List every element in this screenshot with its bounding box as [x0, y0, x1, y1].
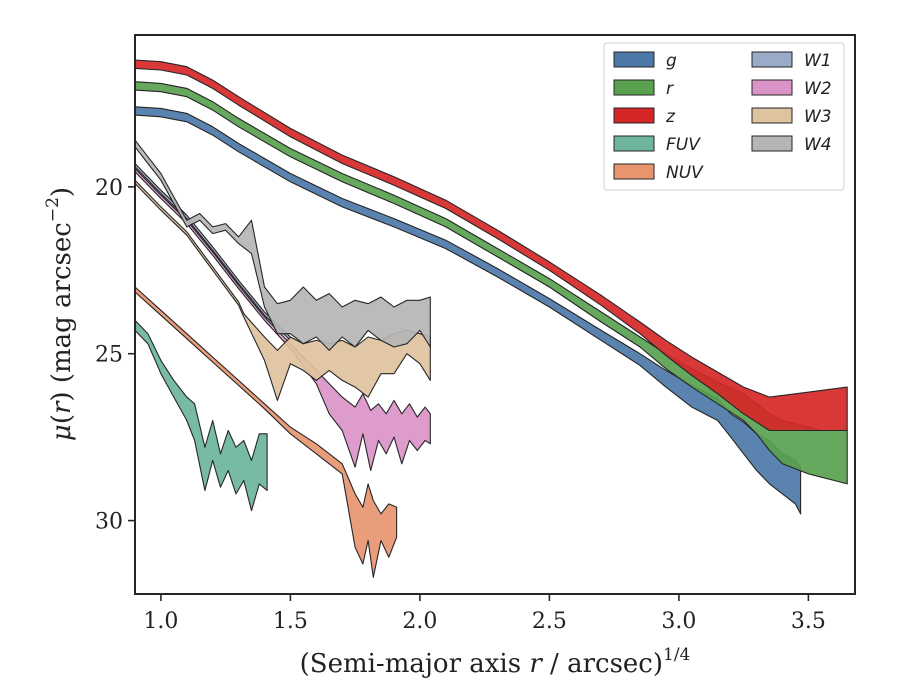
legend-swatch-r: [613, 79, 655, 96]
legend-swatch-w2: [751, 79, 793, 96]
legend-label-g: g: [666, 51, 677, 71]
legend-label-w4: W4: [804, 135, 832, 155]
y-axis-ticks: 20 25 30: [95, 176, 135, 535]
y-tick-label: 30: [95, 510, 123, 535]
legend-swatch-w3: [751, 107, 793, 124]
legend-swatch-fuv: [613, 135, 655, 152]
series-w4-band: [134, 139, 431, 351]
series-g-band: [134, 106, 802, 515]
legend-items: grz FUV NUV W1 W2 W3 W4: [613, 51, 832, 183]
y-axis-label: μ(r) (mag arcsec−2): [43, 187, 77, 441]
legend-swatch-w1: [751, 51, 793, 68]
plot-frame: [134, 34, 856, 595]
series-z-band: [134, 59, 848, 432]
legend-label-w2: W2: [804, 79, 832, 99]
x-tick-label: 1.0: [143, 609, 178, 634]
legend-label-w3: W3: [804, 107, 832, 127]
legend: grz FUV NUV W1 W2 W3 W4: [603, 42, 845, 191]
series-nuv-band: [134, 286, 398, 578]
x-axis-ticks: 1.0 1.5 2.0 2.5 3.0 3.5: [143, 594, 826, 634]
legend-label-fuv: FUV: [666, 135, 701, 155]
legend-label-z: z: [665, 107, 676, 127]
legend-swatch-g: [613, 51, 655, 68]
legend-label-nuv: NUV: [666, 163, 704, 183]
x-axis-label: (Semi-major axis r / arcsec)1/4: [300, 645, 691, 679]
series-w3-band: [134, 179, 431, 401]
y-tick-label: 20: [95, 176, 123, 201]
series-areas: [134, 59, 848, 578]
legend-swatch-nuv: [613, 163, 655, 180]
legend-swatch-z: [613, 107, 655, 124]
x-tick-label: 1.5: [273, 609, 308, 634]
legend-swatch-w4: [751, 135, 793, 152]
x-tick-label: 3.5: [791, 609, 826, 634]
x-tick-label: 2.5: [532, 609, 567, 634]
series-r-band: [134, 81, 848, 485]
y-tick-label: 25: [95, 343, 123, 368]
x-tick-label: 3.0: [661, 609, 696, 634]
series-fuv-band: [134, 319, 268, 512]
legend-label-w1: W1: [804, 51, 832, 71]
legend-label-r: r: [666, 79, 674, 99]
x-tick-label: 2.0: [402, 609, 437, 634]
